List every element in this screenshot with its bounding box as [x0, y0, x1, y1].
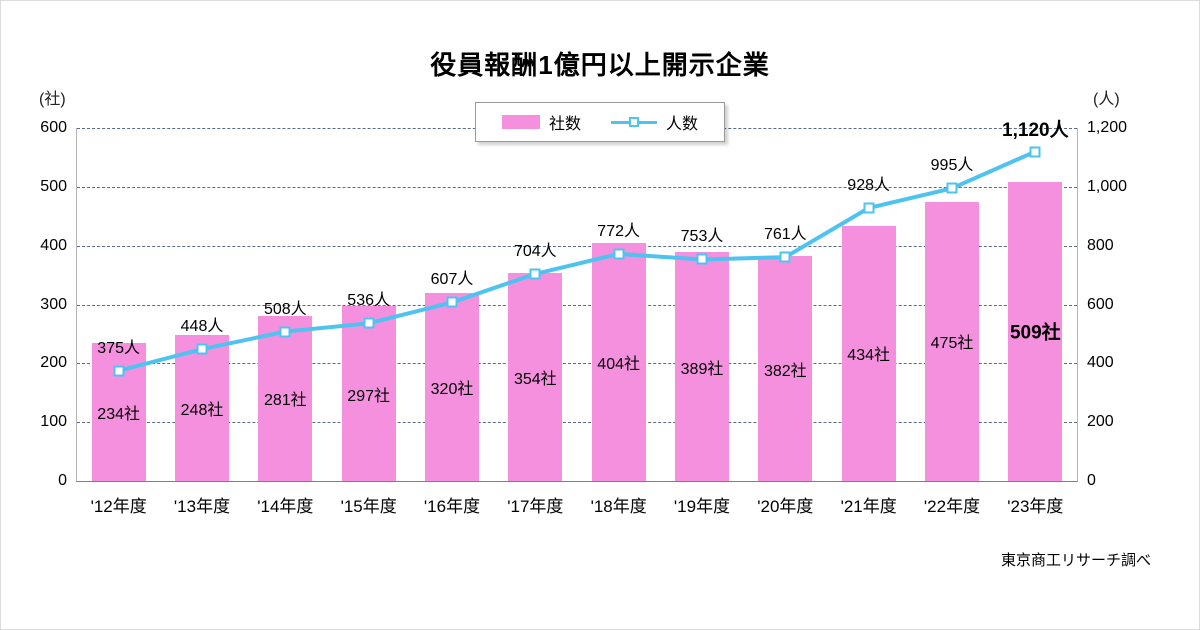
bar: [425, 292, 479, 481]
gridline: [77, 245, 1077, 247]
line-point-label: 704人: [513, 242, 557, 260]
y-axis-label-left: 500: [40, 177, 67, 195]
bar: [508, 272, 563, 481]
line-marker: [946, 182, 958, 194]
gridline: [77, 422, 1077, 424]
bar-value-label: 404社: [597, 356, 641, 374]
bar-value-label: 281社: [263, 392, 307, 410]
line-point-label: 772人: [597, 222, 641, 240]
y-axis-label-left: 200: [40, 354, 67, 372]
left-axis-unit: (社): [39, 91, 66, 108]
bar-value-label: 434社: [847, 347, 891, 365]
gridline: [77, 304, 1077, 306]
y-axis-label-right: 800: [1087, 236, 1114, 254]
line-marker: [113, 365, 125, 377]
line-point-label: 448人: [180, 318, 224, 336]
legend-label-people: 人数: [666, 116, 699, 133]
line-point-label: 761人: [763, 226, 807, 244]
line-point-label: 1,120人: [1002, 119, 1069, 141]
legend-item-people: 人数: [611, 110, 698, 134]
y-axis-label-right: 0: [1087, 472, 1096, 489]
y-axis-label-right: 400: [1087, 354, 1114, 372]
x-axis-label: '19年度: [673, 497, 731, 516]
line-marker: [196, 343, 208, 355]
bar-value-label: 234社: [97, 406, 141, 424]
y-axis-label-right: 1,200: [1087, 119, 1128, 136]
bar-value-label: 297社: [347, 387, 391, 405]
line-point-label: 607人: [430, 271, 474, 289]
x-axis-label: '21年度: [840, 497, 897, 516]
bar: [675, 252, 729, 481]
x-axis-label: '23年度: [1007, 497, 1064, 516]
y-axis-label-right: 600: [1087, 295, 1114, 313]
line-marker: [779, 251, 791, 263]
line-marker: [613, 248, 625, 260]
bar: [258, 315, 313, 481]
source-credit: 東京商工リサーチ調べ: [1000, 552, 1151, 569]
x-axis-label: '12年度: [90, 497, 147, 516]
x-axis-label: '13年度: [173, 497, 231, 516]
line-marker: [696, 253, 708, 265]
line-point-label: 375人: [97, 339, 141, 357]
bar-value-label: 354社: [513, 370, 557, 388]
gridline: [77, 363, 1077, 365]
line-marker: [529, 268, 541, 280]
chart-title: 役員報酬1億円以上開示企業: [430, 50, 770, 80]
bar: [1008, 181, 1063, 481]
line-marker: [279, 326, 291, 338]
line-point-label: 508人: [263, 300, 307, 318]
x-axis-label: '14年度: [257, 497, 314, 516]
x-axis-label: '17年度: [507, 497, 564, 516]
bar: [341, 306, 396, 481]
x-axis-label: '20年度: [757, 497, 814, 516]
line-point-label: 928人: [847, 177, 891, 194]
y-axis-label-right: 1,000: [1087, 177, 1128, 195]
bar: [925, 201, 979, 481]
bar-value-label: 248社: [180, 402, 224, 420]
line-marker: [363, 317, 375, 329]
line-marker: [446, 296, 458, 308]
legend: 社数 人数: [474, 102, 726, 142]
bar: [175, 335, 229, 481]
bar: [758, 256, 813, 481]
line-point-label: 536人: [347, 292, 391, 310]
bar-value-label: 389社: [680, 360, 724, 378]
bar-value-label: 382社: [763, 362, 807, 380]
y-axis-label-right: 200: [1087, 413, 1114, 431]
line-point-label: 995人: [930, 157, 974, 175]
y-axis-label-left: 0: [58, 472, 67, 489]
bar-value-label: 509社: [1009, 322, 1061, 344]
bar-value-label: 475社: [930, 335, 974, 353]
plot-area: 0 0 100 200 200 400 300 600 400 800 500 1,000 600 1,2…: [40, 119, 1127, 516]
y-axis-label-left: 400: [40, 236, 67, 254]
legend-item-companies: 社数: [501, 110, 581, 134]
right-axis-unit: (人): [1093, 91, 1120, 108]
line-marker: [863, 202, 875, 214]
legend-bar-swatch: [501, 115, 540, 129]
x-axis-label: '15年度: [340, 497, 397, 516]
y-axis-label-left: 100: [40, 413, 67, 431]
x-axis-label: '18年度: [590, 497, 647, 516]
bar: [841, 225, 896, 481]
line-series: [116, 149, 1038, 373]
legend-label-companies: 社数: [548, 116, 581, 133]
bar: [591, 243, 646, 481]
x-axis-label: '22年度: [923, 497, 981, 516]
legend-line-swatch: [611, 115, 657, 129]
line-point-label: 753人: [680, 228, 724, 246]
bar-value-label: 320社: [430, 380, 474, 398]
gridline: [77, 186, 1077, 188]
y-axis-label-left: 600: [40, 119, 67, 136]
y-axis-label-left: 300: [40, 295, 67, 313]
legend-line-marker: [629, 117, 639, 127]
x-axis-label: '16年度: [423, 497, 481, 516]
line-marker: [1029, 146, 1041, 158]
